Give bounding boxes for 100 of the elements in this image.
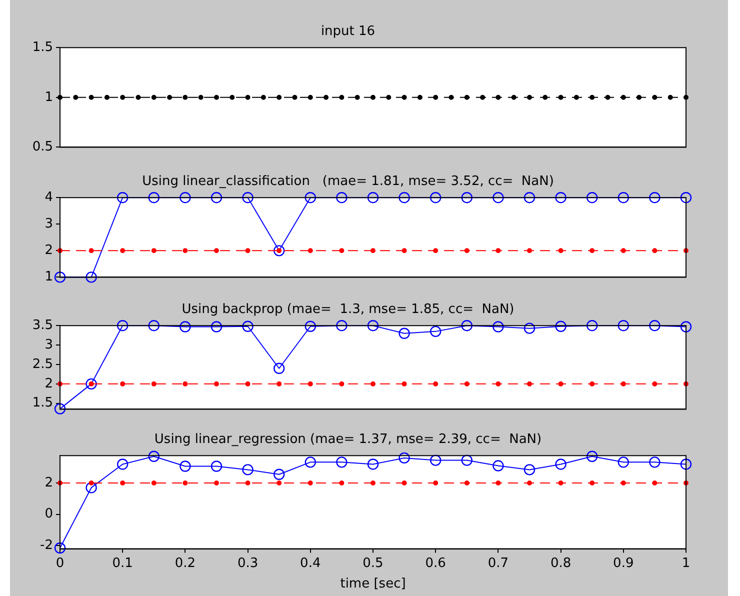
point (88, 480, 94, 486)
point (464, 248, 470, 254)
point (555, 320, 566, 332)
point (430, 326, 442, 338)
point (620, 381, 626, 386)
point (620, 480, 626, 486)
y-tick-label: 0.5 (32, 140, 53, 155)
point (402, 381, 407, 386)
y-tick-label: 1 (44, 90, 53, 105)
point (586, 450, 598, 462)
point (370, 248, 376, 254)
chart-title: Using linear_classification (mae= 1.81, mse= 3.52, cc= NaN) (142, 174, 554, 190)
point (339, 248, 344, 254)
point (148, 450, 160, 462)
point (304, 456, 316, 468)
point (652, 248, 658, 254)
y-tick-label: 3 (44, 337, 53, 352)
x-tick-label: 0.8 (550, 556, 572, 571)
point (151, 248, 156, 254)
point (496, 381, 501, 386)
point (527, 480, 532, 486)
point (274, 245, 285, 256)
y-tick-label: 3.5 (32, 318, 53, 333)
point (54, 403, 66, 414)
point (558, 480, 564, 486)
y-tick-label: 4 (44, 190, 53, 205)
point (652, 480, 658, 486)
point (433, 381, 438, 386)
point (367, 192, 379, 204)
point (245, 381, 250, 386)
point (367, 458, 379, 470)
point (680, 458, 692, 470)
point (336, 456, 348, 468)
point (586, 320, 598, 332)
point (148, 192, 160, 204)
point (433, 480, 438, 486)
point (274, 362, 285, 374)
point (180, 460, 191, 472)
point (308, 381, 313, 386)
point (304, 320, 316, 332)
point (54, 272, 66, 283)
point (680, 321, 692, 332)
y-tick-label: 1.5 (32, 40, 53, 55)
point (590, 480, 595, 486)
point (86, 378, 97, 390)
point (308, 480, 313, 486)
x-tick-label: 0.5 (362, 556, 384, 571)
point (649, 320, 660, 332)
x-tick-label: 0.4 (300, 556, 321, 571)
point (433, 248, 438, 254)
point (398, 192, 410, 204)
point (618, 320, 629, 332)
point (182, 381, 188, 386)
y-tick-label: 2 (44, 376, 53, 392)
point (590, 381, 595, 386)
point (680, 192, 692, 204)
point (461, 192, 472, 204)
point (496, 480, 501, 486)
point (620, 248, 626, 254)
point (618, 192, 629, 204)
point (527, 381, 532, 386)
x-tick-label: 0.7 (488, 556, 509, 571)
point (120, 381, 126, 386)
point (54, 542, 66, 554)
point (367, 320, 379, 332)
point (652, 381, 658, 386)
chart-title: input 16 (320, 24, 376, 40)
y-tick-label: 2 (44, 475, 53, 490)
point (492, 460, 504, 472)
point (182, 248, 188, 254)
point (555, 192, 566, 204)
y-tick-label: 3 (44, 216, 53, 232)
point (370, 480, 376, 486)
point (276, 381, 282, 386)
point (492, 321, 504, 332)
point (245, 480, 250, 486)
point (464, 480, 470, 486)
point (274, 468, 285, 480)
x-tick-label: 0.3 (237, 556, 258, 571)
point (618, 456, 629, 468)
point (461, 320, 472, 332)
chart-title: Using backprop (mae= 1.3, mse= 1.85, cc= NaN) (182, 302, 514, 318)
point (151, 381, 156, 386)
y-tick-label: 2.5 (32, 356, 53, 372)
point (214, 248, 219, 254)
point (182, 480, 188, 486)
point (649, 456, 660, 468)
x-tick-label: 1 (682, 556, 690, 571)
point (245, 248, 250, 254)
point (430, 192, 442, 204)
point (120, 248, 126, 254)
point (242, 320, 254, 332)
point (276, 480, 282, 486)
point (148, 320, 160, 332)
x-tick-label: 0.6 (425, 556, 446, 571)
point (461, 454, 472, 466)
point (402, 480, 407, 486)
x-tick-label: 0.1 (112, 556, 133, 571)
point (492, 192, 504, 204)
x-tick-label: 0.2 (174, 556, 196, 571)
